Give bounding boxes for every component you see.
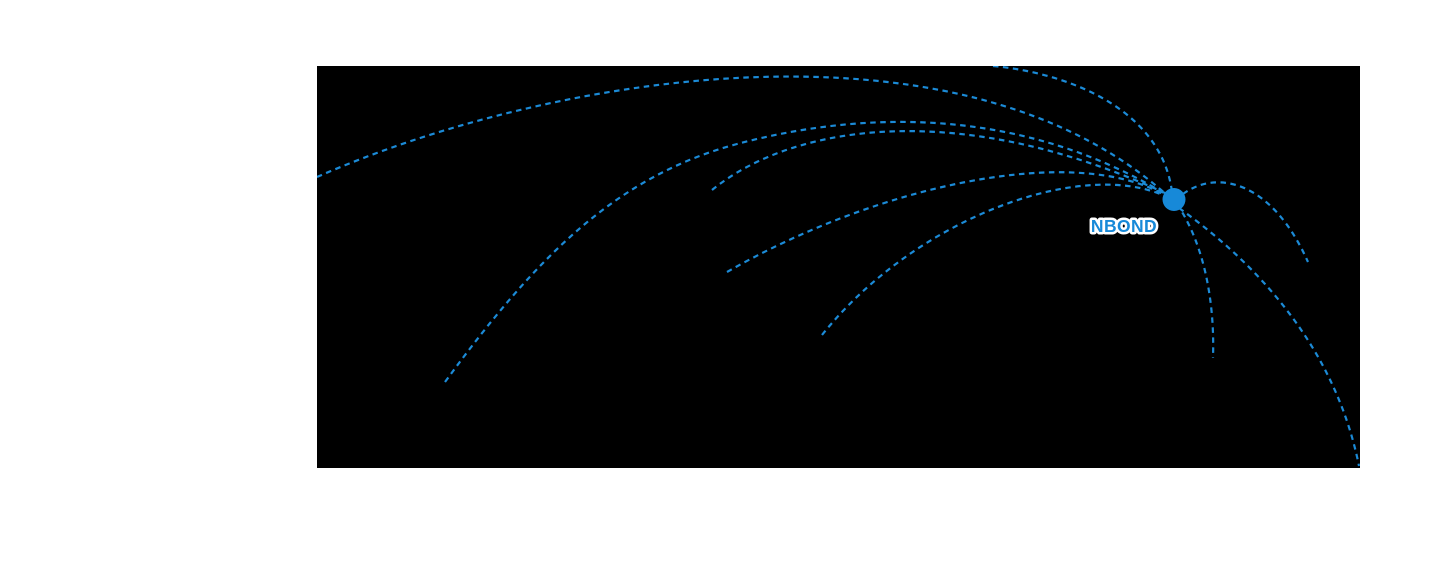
edge-right-hump	[1182, 181, 1310, 263]
edge-mid-upper	[711, 130, 1168, 195]
node-label-nbond[interactable]: NBOND	[1088, 214, 1159, 239]
edge-mid-shallow	[726, 171, 1169, 273]
edge-down-to-corner	[1178, 207, 1360, 467]
graph-canvas[interactable]: NBOND	[317, 66, 1360, 468]
edge-lower-left-steep	[444, 120, 1168, 383]
edges-group	[317, 66, 1360, 467]
edge-down-vertical	[1176, 203, 1215, 359]
node-nbond[interactable]	[1162, 188, 1186, 211]
edge-left-long-arc	[317, 75, 1169, 197]
edge-mid-steep	[821, 183, 1170, 336]
graph-svg: NBOND	[317, 66, 1360, 467]
edge-top-clipped	[992, 66, 1174, 193]
